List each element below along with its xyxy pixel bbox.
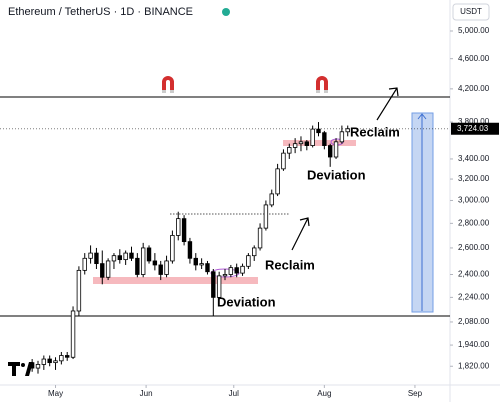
annotation: Deviation bbox=[217, 294, 276, 309]
candle-body bbox=[287, 147, 292, 154]
last-price-label: 3,724.03 bbox=[457, 124, 489, 133]
y-tick-label: 2,240.00 bbox=[458, 292, 490, 301]
candle-body bbox=[263, 204, 269, 229]
x-tick-label: Jun bbox=[140, 389, 153, 398]
measure-arrow-head bbox=[417, 113, 427, 120]
magnet-icon bbox=[316, 76, 328, 93]
zone bbox=[93, 277, 258, 284]
candle-body bbox=[252, 247, 257, 257]
candle-body bbox=[111, 255, 117, 262]
y-tick-label: 5,000.00 bbox=[458, 26, 490, 35]
x-tick-label: May bbox=[48, 389, 63, 398]
candle-body bbox=[292, 143, 298, 148]
candle-body bbox=[53, 360, 58, 364]
candle-body bbox=[322, 132, 327, 146]
zone bbox=[283, 140, 356, 146]
candle-body bbox=[275, 168, 280, 195]
last-price-box bbox=[451, 122, 499, 135]
candle-body bbox=[281, 152, 286, 170]
annotation: Reclaim bbox=[265, 257, 315, 272]
y-tick-label: 3,200.00 bbox=[458, 174, 490, 183]
candle-body bbox=[298, 141, 304, 145]
candle-body bbox=[211, 271, 216, 298]
x-tick-label: Jul bbox=[229, 389, 239, 398]
candle-body bbox=[117, 255, 123, 261]
candle-body bbox=[216, 275, 222, 298]
candle-body bbox=[29, 362, 35, 369]
candle-body bbox=[146, 247, 152, 262]
arrow bbox=[376, 87, 399, 121]
candle-body bbox=[105, 260, 111, 278]
candle-body bbox=[129, 252, 134, 259]
y-tick-label: 3,000.00 bbox=[458, 196, 490, 205]
candle-body bbox=[88, 252, 93, 259]
currency-label: USDT bbox=[460, 7, 482, 16]
chart-title: Ethereum / TetherUS · 1D · BINANCE bbox=[8, 6, 193, 18]
y-tick-label: 3,400.00 bbox=[458, 154, 490, 163]
candle-body bbox=[327, 145, 333, 158]
y-tick-label: 3,800.00 bbox=[458, 117, 490, 126]
candle-body bbox=[333, 141, 339, 158]
candle-body bbox=[59, 355, 64, 362]
candle-body bbox=[316, 128, 321, 134]
candle-body bbox=[193, 257, 198, 266]
currency-button[interactable] bbox=[452, 3, 490, 21]
y-tick-label: 1,940.00 bbox=[458, 340, 490, 349]
candle-body bbox=[199, 263, 204, 266]
y-tick-label: 4,200.00 bbox=[458, 84, 490, 93]
y-tick-label: 2,080.00 bbox=[458, 317, 490, 326]
candle-body bbox=[123, 252, 128, 261]
candle-body bbox=[187, 241, 193, 259]
candle-body bbox=[47, 358, 52, 364]
y-tick-label: 1,820.00 bbox=[458, 361, 490, 370]
candle-body bbox=[222, 274, 228, 277]
y-tick-label: 2,600.00 bbox=[458, 243, 490, 252]
status-dot bbox=[222, 8, 230, 16]
candle-body bbox=[152, 260, 158, 266]
y-tick-label: 4,600.00 bbox=[458, 54, 490, 63]
candle-body bbox=[257, 227, 263, 249]
candle-body bbox=[35, 364, 41, 369]
candle-body bbox=[240, 265, 245, 274]
candle-body bbox=[345, 128, 350, 133]
candle-body bbox=[228, 267, 234, 275]
y-tick-label: 2,800.00 bbox=[458, 218, 490, 227]
y-tick-label: 2,400.00 bbox=[458, 270, 490, 279]
candle-body bbox=[205, 263, 210, 273]
annotation: Reclaim bbox=[350, 124, 400, 139]
candle-body bbox=[170, 235, 175, 262]
magnet-icon bbox=[162, 76, 174, 93]
x-tick-label: Aug bbox=[317, 389, 331, 398]
candle-body bbox=[76, 269, 82, 312]
candle-body bbox=[41, 358, 47, 365]
candle-body bbox=[70, 310, 76, 358]
candle-body bbox=[164, 260, 169, 275]
candle-body bbox=[65, 355, 70, 358]
candle-body bbox=[140, 247, 146, 275]
candle-body bbox=[246, 255, 251, 267]
candle-body bbox=[269, 193, 274, 206]
x-tick-label: Sep bbox=[408, 389, 423, 398]
candle-body bbox=[158, 264, 163, 275]
candle-body bbox=[181, 218, 187, 243]
candle-body bbox=[100, 263, 105, 278]
candle-body bbox=[310, 128, 315, 146]
candle-body bbox=[304, 141, 310, 146]
candle-body bbox=[135, 257, 140, 275]
candle-body bbox=[82, 257, 87, 271]
candle-body bbox=[94, 252, 99, 265]
annotation: Deviation bbox=[307, 167, 366, 182]
candle-body bbox=[339, 131, 345, 143]
candle-body bbox=[176, 218, 181, 236]
candle-body bbox=[234, 267, 239, 274]
arrow bbox=[291, 217, 310, 251]
